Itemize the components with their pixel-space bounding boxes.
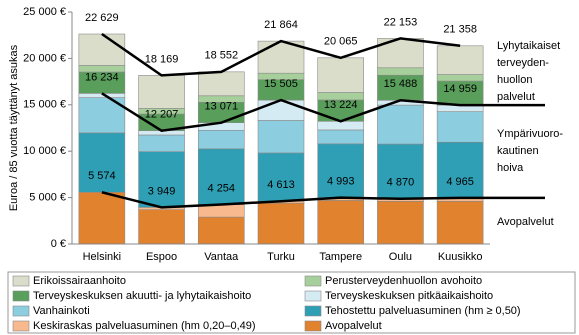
bar-segment xyxy=(377,201,424,245)
value-label: 18 552 xyxy=(204,50,238,62)
x-tick-label: Kuusikko xyxy=(438,251,483,263)
bar-segment xyxy=(197,148,245,205)
value-label: 21 358 xyxy=(443,24,477,36)
legend-label: Terveyskeskuksen pitkäaikaishoito xyxy=(325,290,493,302)
legend-swatch xyxy=(12,320,30,332)
y-tick-label: 20 000 € xyxy=(23,52,66,64)
bar-segment xyxy=(78,33,126,66)
value-label: 4 254 xyxy=(208,182,236,194)
value-label: 15 505 xyxy=(264,78,298,90)
value-label: 13 224 xyxy=(324,99,358,111)
y-tick-label: 10 000 € xyxy=(23,145,66,157)
legend-label: Perusterveydenhuollon avohoito xyxy=(325,275,482,287)
bar-segment xyxy=(377,143,424,200)
x-tick-label: Helsinki xyxy=(83,251,122,263)
y-tick-label: 15 000 € xyxy=(23,99,66,111)
legend-swatch xyxy=(304,275,322,287)
bar-segment xyxy=(257,202,305,245)
bar-segment xyxy=(317,57,365,93)
value-label: 20 065 xyxy=(324,36,358,48)
x-tick-label: Tampere xyxy=(319,251,362,263)
bar-segment xyxy=(436,74,484,82)
y-tick-label: 25 000 € xyxy=(23,6,66,18)
bar-segment xyxy=(257,120,305,154)
y-tick-label: 0 € xyxy=(51,238,66,250)
bar-segment xyxy=(138,75,185,109)
legend-label: Tehostettu palveluasuminen (hm ≥ 0,50) xyxy=(325,305,521,317)
legend-box xyxy=(7,271,576,334)
line-annotation: hoiva xyxy=(497,162,524,174)
legend-swatch xyxy=(12,305,30,317)
value-label: 22 153 xyxy=(384,16,418,28)
bar-segment xyxy=(377,67,424,76)
value-label: 18 169 xyxy=(145,53,179,65)
bar-segment xyxy=(257,99,305,121)
value-label: 12 207 xyxy=(145,109,179,121)
line-annotation: Avopalvelut xyxy=(497,216,554,228)
bar-segment xyxy=(197,216,245,245)
bar-segment xyxy=(138,134,185,152)
value-label: 13 071 xyxy=(204,101,238,113)
bar-segment xyxy=(317,143,365,198)
bar-segment xyxy=(317,200,365,245)
value-label: 15 488 xyxy=(384,78,418,90)
bar-segment xyxy=(78,97,126,134)
bar-segment xyxy=(436,141,484,199)
legend-label: Terveyskeskuksen akuutti- ja lyhytaikais… xyxy=(33,290,251,302)
bar-segment xyxy=(138,151,185,208)
line-annotation: Ympärivuoro- xyxy=(497,128,563,140)
reference-line xyxy=(101,191,545,209)
y-tick-label: 5 000 € xyxy=(29,192,66,204)
x-tick-label: Oulu xyxy=(389,251,412,263)
legend-label: Erikoissairaanhoito xyxy=(33,275,126,287)
bar-segment xyxy=(78,132,126,193)
value-label: 4 613 xyxy=(267,179,295,191)
line-annotation: huollon xyxy=(497,74,532,86)
bar-segment xyxy=(138,209,185,245)
bar-segment xyxy=(197,71,245,97)
value-label: 16 234 xyxy=(85,71,119,83)
legend-swatch xyxy=(304,320,322,332)
y-axis-label: Euroa / 85 vuotta täyttänyt asukas xyxy=(8,44,20,211)
x-tick-label: Espoo xyxy=(146,251,177,263)
legend-swatch xyxy=(12,290,30,302)
value-label: 22 629 xyxy=(85,12,119,24)
line-annotation: terveyden- xyxy=(497,57,549,69)
value-label: 4 965 xyxy=(446,176,474,188)
bar-segment xyxy=(436,45,484,75)
x-tick-label: Turku xyxy=(267,251,295,263)
line-annotation: Lyhytaikaiset xyxy=(497,40,560,52)
value-label: 5 574 xyxy=(88,170,116,182)
legend-swatch xyxy=(12,275,30,287)
value-label: 21 864 xyxy=(264,19,298,31)
value-label: 14 959 xyxy=(443,83,477,95)
bar-segment xyxy=(377,74,424,101)
value-label: 4 993 xyxy=(327,176,355,188)
bar-segment xyxy=(377,104,424,145)
bar-segment xyxy=(197,129,245,150)
line-annotation: kautinen xyxy=(497,145,539,157)
legend-swatch xyxy=(304,305,322,317)
reference-line xyxy=(101,32,461,77)
bar-segment xyxy=(257,152,305,202)
legend-label: Keskiraskas palveluasuminen (hm 0,20–0,4… xyxy=(33,320,256,332)
bar-segment xyxy=(78,191,126,245)
line-annotation: palvelut xyxy=(497,91,535,103)
bar-segment xyxy=(436,111,484,143)
value-label: 4 870 xyxy=(387,177,415,189)
value-label: 3 949 xyxy=(148,185,176,197)
x-tick-label: Vantaa xyxy=(204,251,239,263)
legend-label: Vanhainkoti xyxy=(33,305,90,317)
bar-segment xyxy=(317,129,365,145)
legend-label: Avopalvelut xyxy=(325,320,382,332)
reference-line xyxy=(101,92,545,133)
legend-swatch xyxy=(304,290,322,302)
bar-segment xyxy=(436,201,484,245)
